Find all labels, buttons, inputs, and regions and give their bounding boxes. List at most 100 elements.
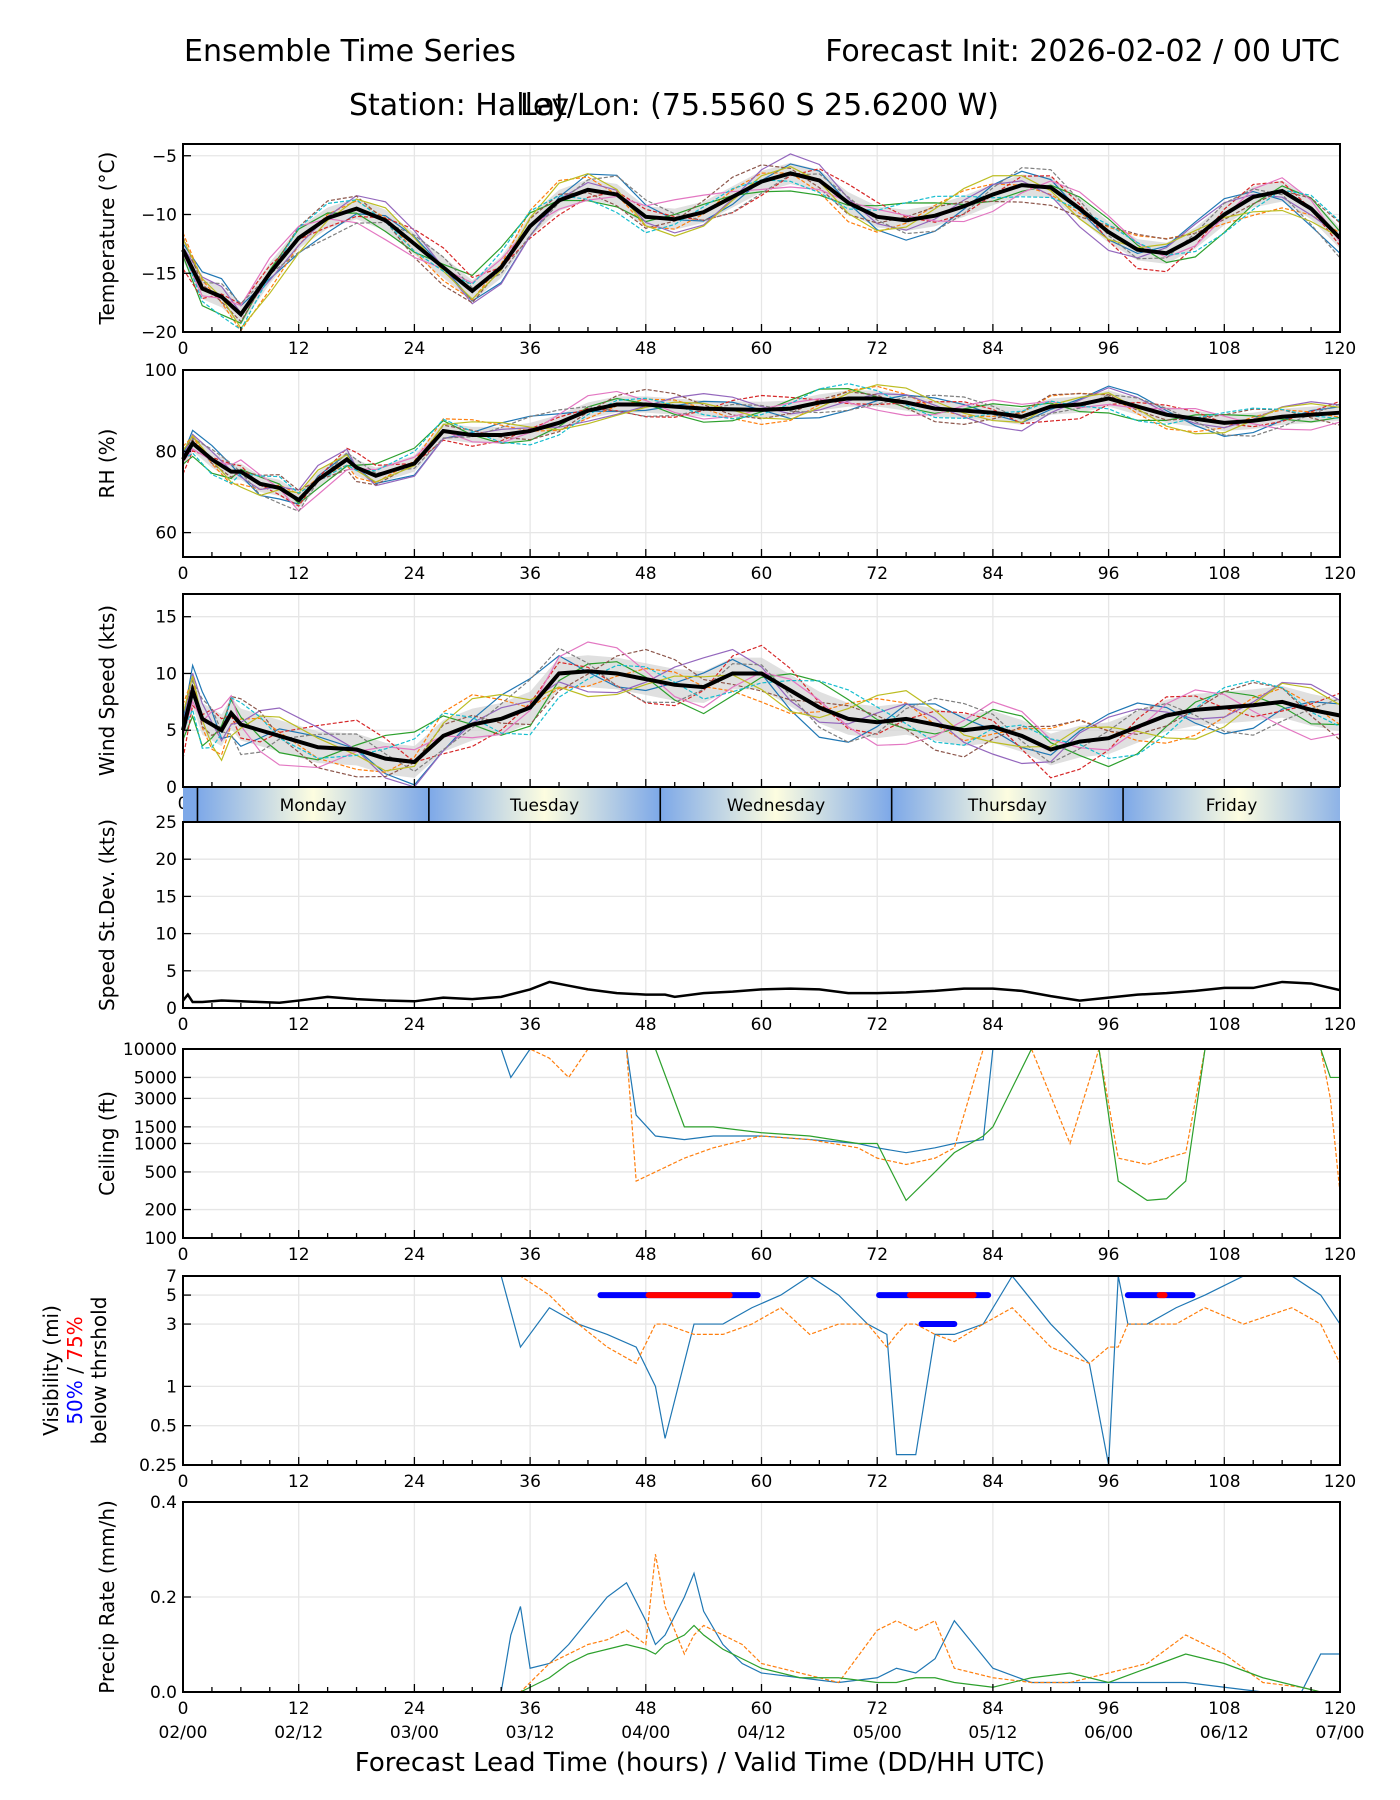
legend-50pct: 50% <box>63 1380 87 1424</box>
x-tick-label: 36 <box>519 1015 541 1035</box>
panel-wind-speed: 05101501224364860728496108120Wind Speed … <box>95 592 1400 814</box>
x-tick-label: 84 <box>982 339 1004 359</box>
y-axis-threshold-legend: 50% / 75% <box>63 1316 87 1424</box>
y-tick-label: 0.4 <box>150 1493 177 1513</box>
x-tick-label: 60 <box>751 339 773 359</box>
x-tick-label: 60 <box>751 1699 773 1719</box>
y-tick-label: −20 <box>141 323 177 343</box>
valid-time-label: 05/12 <box>968 1723 1017 1743</box>
x-tick-label: 120 <box>1324 564 1356 584</box>
x-tick-label: 48 <box>635 339 657 359</box>
x-tick-label: 108 <box>1208 1472 1240 1492</box>
y-axis-title: Precip Rate (mm/h) <box>95 1500 119 1694</box>
x-tick-label: 0 <box>178 1245 189 1265</box>
day-band-segment <box>1123 788 1355 822</box>
spread-band <box>183 162 1340 325</box>
x-tick-label: 72 <box>866 1472 888 1492</box>
y-tick-label: 0.0 <box>150 1683 177 1703</box>
panel-speed-stdev: 0 5 10 15 20 25 0 12 24 36 48 60 72 84 96 108 120 Speed S… <box>95 813 1400 1035</box>
x-tick-label: 60 <box>751 564 773 584</box>
y-tick-label: 500 <box>145 1163 177 1183</box>
valid-time-label: 06/00 <box>1084 1723 1133 1743</box>
panel-visibility: 0.25 0.5 1 3 57 0 12 24 36 48 60 72 84 96 108 120 Visibi… <box>39 1267 1400 1492</box>
y-tick-label: 1000 <box>134 1135 177 1155</box>
member-line <box>182 648 1341 778</box>
x-tick-label: 24 <box>404 1245 426 1265</box>
chart-title: Ensemble Time Series <box>184 34 516 69</box>
member-line <box>182 655 1341 786</box>
y-axis-title: Visibility (mi) <box>39 1305 63 1436</box>
member-line <box>182 153 1341 314</box>
x-tick-label: 12 <box>288 564 310 584</box>
y-axis-title: RH (%) <box>95 429 119 499</box>
x-tick-label: 96 <box>1098 1245 1120 1265</box>
member-line <box>183 1554 1340 1693</box>
x-tick-label: 72 <box>866 1699 888 1719</box>
y-tick-label: 10 <box>155 664 177 684</box>
forecast-init-label: Forecast Init: 2026-02-02 / 00 UTC <box>825 34 1340 69</box>
member-line <box>182 164 1341 323</box>
y-tick-label: 5 <box>166 1286 177 1306</box>
x-tick-label: 108 <box>1208 1245 1240 1265</box>
latlon-label: Lat/Lon: (75.5560 S 25.6200 W) <box>520 88 1000 123</box>
x-tick-label: 24 <box>404 1472 426 1492</box>
x-tick-label: 84 <box>982 1699 1004 1719</box>
y-tick-label: −5 <box>152 147 177 167</box>
speed-stdev-line <box>182 980 1341 1005</box>
y-tick-label: 0 <box>166 778 177 798</box>
x-tick-label: 36 <box>519 1472 541 1492</box>
y-tick-label: 15 <box>155 608 177 628</box>
member-line <box>182 172 1341 332</box>
x-tick-label: 72 <box>866 564 888 584</box>
panel-day-band: Monday Tuesday Wednesday Thursday Friday <box>183 787 1400 823</box>
y-tick-label: 100 <box>145 361 177 381</box>
x-tick-label: 120 <box>1324 339 1356 359</box>
y-axis-title-line3: below thrshold <box>87 1297 111 1445</box>
panel-precip: 0.0 0.2 0.4 0 02/00 12 02/12 24 03/00 36 03/12 48 04… <box>95 1493 1400 1743</box>
x-tick-label: 36 <box>519 339 541 359</box>
x-tick-label: 72 <box>866 1245 888 1265</box>
x-tick-label: 12 <box>288 339 310 359</box>
x-tick-label: 108 <box>1208 564 1240 584</box>
y-tick-label: 10000 <box>123 1040 177 1060</box>
day-band-segment <box>660 788 892 822</box>
member-line <box>500 1274 1341 1466</box>
x-tick-label: 120 <box>1324 1015 1356 1035</box>
member-line <box>182 179 1341 331</box>
member-line <box>501 1048 1340 1202</box>
x-tick-label: 12 <box>288 1015 310 1035</box>
x-tick-label: 12 <box>288 1472 310 1492</box>
y-tick-label: 5 <box>166 721 177 741</box>
member-line <box>183 1624 1340 1693</box>
member-line <box>182 167 1341 305</box>
member-line <box>183 1571 1340 1693</box>
y-tick-label: 20 <box>155 850 177 870</box>
x-tick-label: 24 <box>404 339 426 359</box>
panel-mask <box>1341 368 1400 559</box>
y-tick-label: 3 <box>166 1315 177 1335</box>
x-axis-title: Forecast Lead Time (hours) / Valid Time … <box>354 1748 1046 1778</box>
x-tick-label: 48 <box>635 1015 657 1035</box>
x-tick-label: 36 <box>519 564 541 584</box>
x-tick-label: 96 <box>1098 1699 1120 1719</box>
y-tick-label: 5 <box>166 962 177 982</box>
x-tick-label: 108 <box>1208 1699 1240 1719</box>
x-tick-label: 96 <box>1098 1472 1120 1492</box>
y-tick-label: 25 <box>155 813 177 833</box>
panel-mask <box>1341 592 1400 789</box>
y-tick-label: 100 <box>145 1229 177 1249</box>
member-line <box>182 648 1341 788</box>
x-tick-label: 0 <box>178 339 189 359</box>
spread-band <box>183 390 1340 509</box>
y-tick-label: 1500 <box>134 1118 177 1138</box>
member-line <box>182 383 1341 495</box>
member-line <box>182 184 1341 324</box>
x-tick-label: 96 <box>1098 339 1120 359</box>
x-tick-label: 48 <box>635 1472 657 1492</box>
valid-time-label: 03/12 <box>506 1723 555 1743</box>
y-tick-label: 0.5 <box>150 1417 177 1437</box>
valid-time-label: 05/00 <box>853 1723 902 1743</box>
y-tick-label: 0.25 <box>139 1456 177 1476</box>
member-line <box>182 641 1341 769</box>
valid-time-label: 07/00 <box>1316 1723 1365 1743</box>
